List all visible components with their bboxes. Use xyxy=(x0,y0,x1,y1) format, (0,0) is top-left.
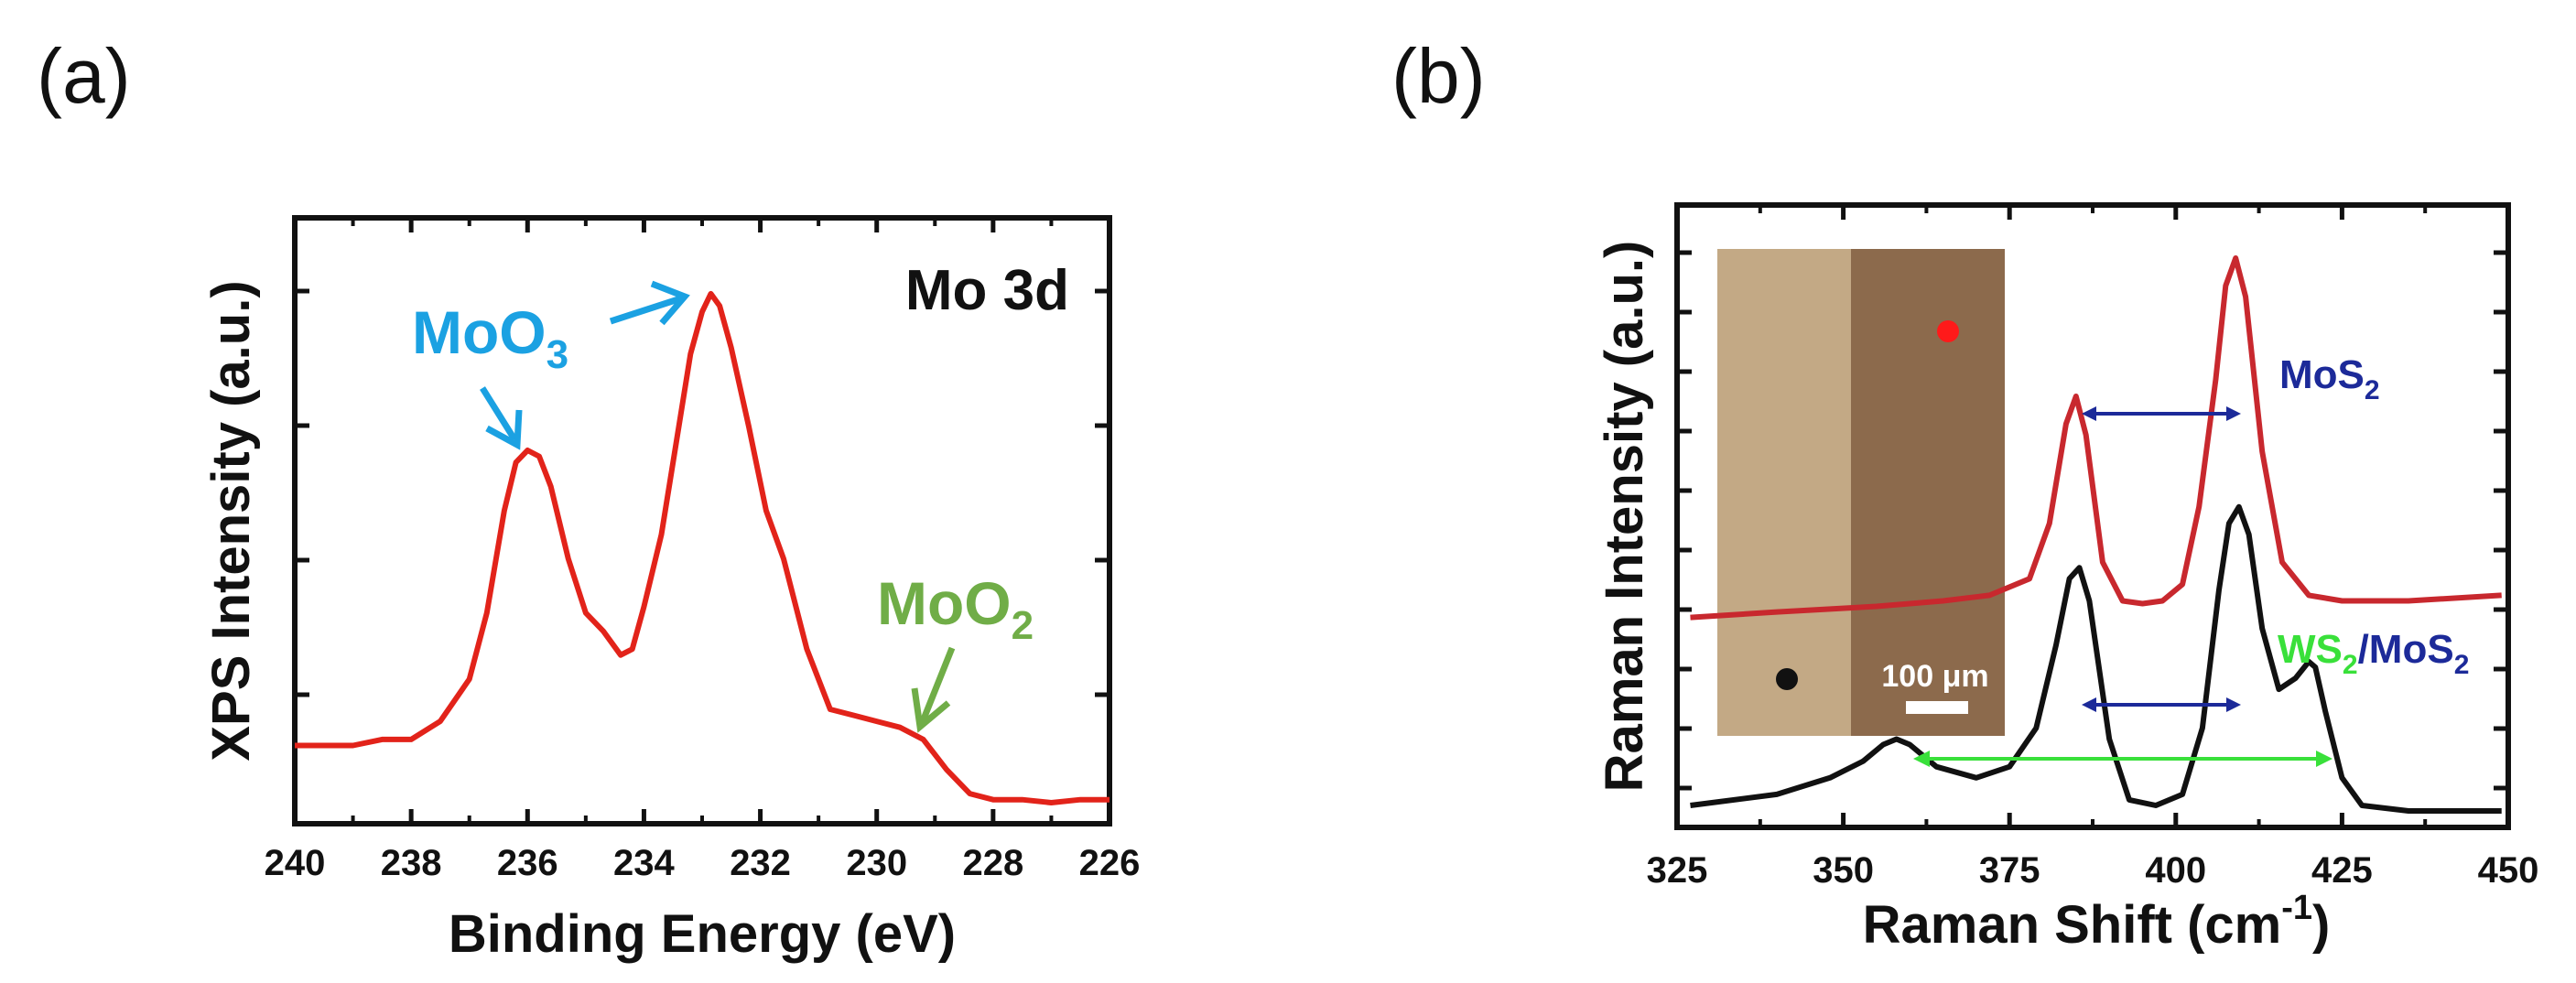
mos2-spectrum-line xyxy=(1690,255,2502,621)
raman-x-tick-label: 400 xyxy=(2145,850,2206,891)
moo3-subscript: 3 xyxy=(547,332,568,377)
moo3-arrow-left-head xyxy=(485,409,523,450)
moo3-annotation: MoO3 xyxy=(412,298,568,377)
moo3-arrow-right xyxy=(609,295,683,325)
raman-x-tick-label: 375 xyxy=(1979,850,2040,891)
mos2-label-subscript: 2 xyxy=(2365,375,2380,405)
xps-x-tick-label: 240 xyxy=(265,843,326,883)
ws2-mos2-peak-separation-arrow xyxy=(2082,697,2241,712)
mos2-peak-separation-arrow xyxy=(2082,406,2241,421)
inset-film-region xyxy=(1851,249,2005,736)
xps-x-tick-label: 236 xyxy=(497,843,558,883)
inset-black-marker xyxy=(1776,668,1798,690)
raman-y-axis-title: Raman Intensity (a.u.) xyxy=(1595,241,1654,793)
raman-ticks xyxy=(1674,205,2511,827)
raman-x-tick-label: 325 xyxy=(1647,850,1708,891)
xps-x-tick-label: 228 xyxy=(962,843,1023,883)
raman-x-axis-title: Raman Shift (cm-1) xyxy=(1863,889,2331,955)
raman-x-tick-label: 450 xyxy=(2478,850,2539,891)
xps-chart: 240 238 236 234 232 230 228 226 Mo 3d MoO3 MoO2… xyxy=(201,215,1141,964)
moo2-arrow-head xyxy=(911,687,951,733)
xps-ticks xyxy=(292,218,1112,824)
xps-tick-labels: 240 238 236 234 232 230 228 226 xyxy=(265,843,1141,883)
raman-tick-labels: 325 350 375 400 425 450 xyxy=(1647,850,2539,891)
optical-inset: 100 μm xyxy=(1717,249,2005,736)
ws2-mos2-label: WS2/MoS2 xyxy=(2278,627,2469,680)
mos2-label-text: MoS xyxy=(2279,352,2365,397)
ws2-label-text: WS xyxy=(2278,627,2343,672)
xps-x-tick-label: 230 xyxy=(846,843,907,883)
xps-x-tick-label: 226 xyxy=(1079,843,1141,883)
moo3-arrow-right-head xyxy=(650,280,690,326)
raman-x-axis-title-close: ) xyxy=(2312,895,2330,955)
inset-red-marker xyxy=(1937,320,1959,342)
xps-mo3d-line xyxy=(295,290,1109,805)
scale-bar xyxy=(1906,701,1968,714)
raman-x-tick-label: 350 xyxy=(1813,850,1874,891)
mos2-label-subscript-2: 2 xyxy=(2454,650,2470,680)
inset-substrate-region xyxy=(1717,249,1851,736)
moo3-arrow-left xyxy=(480,386,517,441)
moo3-arrows xyxy=(480,280,690,450)
moo2-subscript: 2 xyxy=(1012,603,1034,648)
ws2-label-subscript: 2 xyxy=(2343,650,2358,680)
panel-a-label: (a) xyxy=(37,33,131,119)
raman-x-axis-title-main: Raman Shift (cm xyxy=(1863,895,2282,955)
xps-x-tick-label: 234 xyxy=(613,843,675,883)
scale-bar-label: 100 μm xyxy=(1881,659,1988,694)
raman-x-axis-title-sup: -1 xyxy=(2281,889,2312,927)
panel-b-label: (b) xyxy=(1391,33,1486,119)
moo2-arrow xyxy=(911,646,956,733)
moo2-text: MoO xyxy=(877,569,1012,637)
xps-title: Mo 3d xyxy=(905,259,1069,322)
mos2-label-text-2: /MoS xyxy=(2358,627,2454,672)
raman-x-tick-label: 425 xyxy=(2311,850,2373,891)
moo2-annotation: MoO2 xyxy=(877,569,1034,648)
raman-chart: 100 μm 325 350 375 400 425 450 MoS2 WS2/Mo xyxy=(1595,202,2539,955)
moo3-text: MoO xyxy=(412,298,547,366)
moo2-arrow-line xyxy=(919,646,956,723)
xps-x-tick-label: 232 xyxy=(730,843,791,883)
xps-y-axis-title: XPS Intensity (a.u.) xyxy=(201,280,261,761)
ws2-mos2-spectrum-line xyxy=(1690,503,2502,814)
ws2-peak-separation-arrow xyxy=(1913,751,2332,767)
xps-x-axis-title: Binding Energy (eV) xyxy=(449,904,956,964)
mos2-label: MoS2 xyxy=(2279,352,2380,405)
xps-x-tick-label: 238 xyxy=(381,843,442,883)
